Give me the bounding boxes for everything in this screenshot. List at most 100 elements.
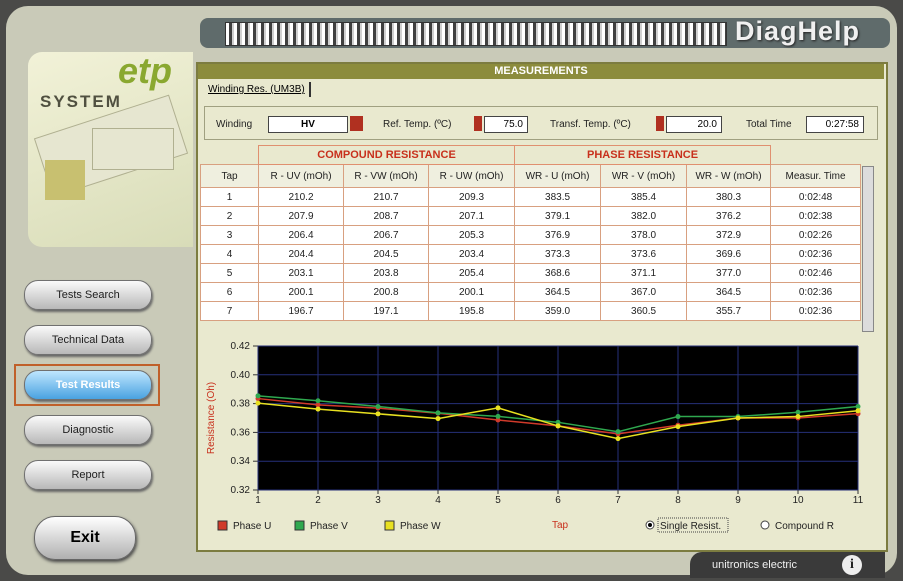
series-point — [376, 404, 381, 409]
nav-button[interactable]: Diagnostic — [24, 415, 152, 445]
series-point — [496, 405, 501, 410]
nav-button[interactable]: Technical Data — [24, 325, 152, 355]
table-cell: 0:02:36 — [771, 283, 861, 302]
spinner[interactable] — [474, 116, 482, 131]
series-point — [436, 410, 441, 415]
tab[interactable]: Winding Res. (UM3B) — [204, 82, 311, 97]
y-tick-label: 0.32 — [231, 485, 251, 496]
chart: 0.320.340.360.380.400.421234567891011Res… — [200, 338, 872, 538]
series-point — [796, 410, 801, 415]
y-tick-label: 0.38 — [231, 399, 251, 410]
nav-button[interactable]: Tests Search — [24, 280, 152, 310]
logo-subtitle: SYSTEM — [40, 92, 122, 112]
x-tick-label: 3 — [375, 495, 381, 506]
table-cell: 376.2 — [687, 207, 771, 226]
radio-label[interactable]: Compound R — [775, 521, 834, 532]
transf-temp-input[interactable]: 20.0 — [666, 116, 722, 133]
column-header: Tap — [201, 165, 259, 188]
table-cell: 204.5 — [344, 245, 429, 264]
table-cell: 5 — [201, 264, 259, 283]
series-point — [856, 408, 861, 413]
winding-select[interactable]: HV — [268, 116, 348, 133]
series-point — [616, 429, 621, 434]
panel-title: MEASUREMENTS — [198, 64, 884, 79]
radio-label[interactable]: Single Resist. — [660, 521, 721, 532]
nav-button[interactable]: Test Results — [24, 370, 152, 400]
series-point — [436, 416, 441, 421]
x-tick-label: 1 — [255, 495, 261, 506]
series-point — [796, 414, 801, 419]
table-cell: 380.3 — [687, 188, 771, 207]
table-cell: 205.3 — [429, 226, 515, 245]
table-cell: 195.8 — [429, 302, 515, 321]
series-point — [556, 423, 561, 428]
table-cell: 377.0 — [687, 264, 771, 283]
column-header: WR - V (mOh) — [601, 165, 687, 188]
nav-button[interactable]: Report — [24, 460, 152, 490]
table-cell: 376.9 — [515, 226, 601, 245]
table-cell: 210.7 — [344, 188, 429, 207]
y-tick-label: 0.36 — [231, 427, 251, 438]
logo-image — [45, 160, 85, 200]
header-pattern — [225, 22, 727, 46]
table-cell: 360.5 — [601, 302, 687, 321]
column-header: WR - U (mOh) — [515, 165, 601, 188]
ref-temp-input[interactable]: 75.0 — [484, 116, 528, 133]
group-row: COMPOUND RESISTANCEPHASE RESISTANCE — [201, 146, 861, 165]
table-cell: 0:02:36 — [771, 302, 861, 321]
table-cell: 0:02:38 — [771, 207, 861, 226]
results-table: COMPOUND RESISTANCEPHASE RESISTANCETapR … — [200, 145, 861, 321]
ref-temp-label: Ref. Temp. (ºC) — [383, 119, 451, 130]
series-point — [316, 398, 321, 403]
scrollbar[interactable] — [862, 166, 874, 332]
x-tick-label: 10 — [792, 495, 804, 506]
table-cell: 378.0 — [601, 226, 687, 245]
x-tick-label: 11 — [853, 495, 864, 506]
series-point — [676, 414, 681, 419]
table-cell: 196.7 — [259, 302, 344, 321]
x-tick-label: 5 — [495, 495, 501, 506]
table-cell: 3 — [201, 226, 259, 245]
table-cell: 210.2 — [259, 188, 344, 207]
info-button[interactable]: i — [842, 555, 862, 575]
table-cell: 369.6 — [687, 245, 771, 264]
series-point — [376, 411, 381, 416]
transf-temp-label: Transf. Temp. (ºC) — [550, 119, 631, 130]
page: DiagHelp etp SYSTEM Exit MEASUREMENTS Wi… — [0, 0, 903, 581]
table-cell: 197.1 — [344, 302, 429, 321]
x-tick-label: 6 — [555, 495, 561, 506]
x-tick-label: 8 — [675, 495, 681, 506]
dropdown-arrow[interactable] — [350, 116, 363, 131]
series-point — [256, 393, 261, 398]
exit-button[interactable]: Exit — [34, 516, 136, 560]
table-cell: 385.4 — [601, 188, 687, 207]
table-cell: 205.4 — [429, 264, 515, 283]
series-point — [616, 436, 621, 441]
table-cell: 373.3 — [515, 245, 601, 264]
radio-button — [761, 521, 769, 529]
column-header: R - UV (mOh) — [259, 165, 344, 188]
table-cell: 203.1 — [259, 264, 344, 283]
logo-brand: etp — [118, 50, 172, 92]
table-cell: 372.9 — [687, 226, 771, 245]
table-cell: 206.7 — [344, 226, 429, 245]
series-point — [856, 404, 861, 409]
table-cell: 200.1 — [429, 283, 515, 302]
x-axis-label: Tap — [552, 520, 569, 531]
table-cell: 207.1 — [429, 207, 515, 226]
table-cell: 200.8 — [344, 283, 429, 302]
winding-label: Winding — [216, 119, 252, 130]
table-cell: 364.5 — [515, 283, 601, 302]
y-axis-label: Resistance (Oh) — [206, 382, 217, 454]
column-header: WR - W (mOh) — [687, 165, 771, 188]
series-point — [256, 401, 261, 406]
spinner[interactable] — [656, 116, 664, 131]
